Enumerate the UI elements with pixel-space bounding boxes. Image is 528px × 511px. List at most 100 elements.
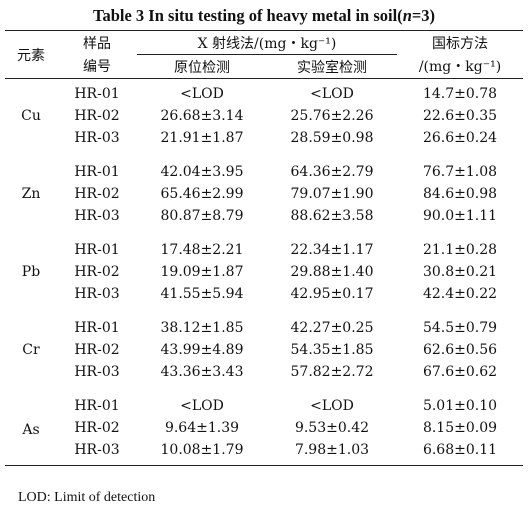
table-row: Cr HR-01 38.12±1.85 42.27±0.25 54.5±0.79 <box>5 317 523 358</box>
table-row: HR-03 41.55±5.94 42.95±0.17 42.4±0.22 <box>5 283 523 305</box>
lab-cell: 28.59±0.98 <box>290 130 374 146</box>
table-row: HR-02 65.46±2.99 79.07±1.90 84.6±0.98 <box>5 183 523 205</box>
sample-id-cell: HR-01 <box>74 242 120 258</box>
insitu-cell: 43.99±4.89 <box>160 342 244 358</box>
element-cell: Cr <box>22 342 40 358</box>
header-standard-line2: /(mg・kg⁻¹) <box>418 59 502 76</box>
spacer-row <box>5 383 523 395</box>
sample-id-cell: HR-01 <box>74 164 120 180</box>
sample-id-cell: HR-02 <box>74 342 120 358</box>
lab-cell: 9.53±0.42 <box>294 420 370 436</box>
standard-cell: 30.8±0.21 <box>422 264 498 280</box>
standard-cell: 5.01±0.10 <box>422 398 498 414</box>
lab-cell: 64.36±2.79 <box>290 164 374 180</box>
table-row: Cu HR-01 <LOD <LOD 14.7±0.78 <box>5 83 523 124</box>
standard-cell: 90.0±1.11 <box>422 208 498 224</box>
table-row: HR-02 19.09±1.87 29.88±1.40 30.8±0.21 <box>5 261 523 283</box>
header-lab: 实验室检测 <box>297 59 367 76</box>
spacer-row <box>5 305 523 317</box>
insitu-cell: 10.08±1.79 <box>160 442 244 458</box>
standard-cell: 54.5±0.79 <box>422 320 498 336</box>
insitu-cell: 65.46±2.99 <box>160 186 244 202</box>
standard-cell: 21.1±0.28 <box>422 242 498 258</box>
insitu-cell: 38.12±1.85 <box>160 320 244 336</box>
sample-id-cell: HR-02 <box>74 108 120 124</box>
insitu-cell: 19.09±1.87 <box>160 264 244 280</box>
spacer-row <box>5 149 523 161</box>
sample-id-cell: HR-01 <box>74 320 120 336</box>
lab-cell: 25.76±2.26 <box>290 108 374 124</box>
sample-id-cell: HR-01 <box>74 86 120 102</box>
sample-id-cell: HR-03 <box>74 286 120 302</box>
element-cell: Cu <box>21 108 41 124</box>
header-insitu: 原位检测 <box>174 59 230 76</box>
lab-cell: 79.07±1.90 <box>290 186 374 202</box>
standard-cell: 26.6±0.24 <box>422 130 498 146</box>
insitu-cell: <LOD <box>180 86 224 102</box>
sample-id-cell: HR-03 <box>74 364 120 380</box>
insitu-cell: 43.36±3.43 <box>160 364 244 380</box>
lab-cell: <LOD <box>310 398 354 414</box>
element-cell: Pb <box>21 264 41 280</box>
insitu-cell: 42.04±3.95 <box>160 164 244 180</box>
insitu-cell: 26.68±3.14 <box>160 108 244 124</box>
standard-cell: 67.6±0.62 <box>422 364 498 380</box>
standard-cell: 22.6±0.35 <box>422 108 498 124</box>
standard-cell: 76.7±1.08 <box>422 164 498 180</box>
insitu-cell: <LOD <box>180 398 224 414</box>
table-row: Pb HR-01 17.48±2.21 22.34±1.17 21.1±0.28 <box>5 239 523 280</box>
header-standard-line1: 国标方法 <box>432 35 488 52</box>
table-row: HR-02 43.99±4.89 54.35±1.85 62.6±0.56 <box>5 339 523 361</box>
standard-cell: 62.6±0.56 <box>422 342 498 358</box>
element-cell: As <box>22 422 40 438</box>
lab-cell: 54.35±1.85 <box>290 342 374 358</box>
footnote: LOD: Limit of detection <box>18 490 156 505</box>
table-row: HR-02 26.68±3.14 25.76±2.26 22.6±0.35 <box>5 105 523 127</box>
table-row: HR-03 10.08±1.79 7.98±1.03 6.68±0.11 <box>5 439 523 466</box>
lab-cell: 7.98±1.03 <box>294 442 370 458</box>
heavy-metal-table: 元素 样品 X 射线法/(mg・kg⁻¹) 国标方法 编号 原位检测 实验室检测… <box>5 30 523 466</box>
sample-id-cell: HR-03 <box>74 208 120 224</box>
standard-cell: 84.6±0.98 <box>422 186 498 202</box>
table-header: 元素 样品 X 射线法/(mg・kg⁻¹) 国标方法 编号 原位检测 实验室检测… <box>5 30 523 79</box>
table-row: As HR-01 <LOD <LOD 5.01±0.10 <box>5 395 523 438</box>
insitu-cell: 9.64±1.39 <box>164 420 240 436</box>
header-sample-line1: 样品 <box>83 35 111 52</box>
element-cell: Zn <box>21 186 41 202</box>
table-row: HR-03 21.91±1.87 28.59±0.98 26.6±0.24 <box>5 127 523 149</box>
standard-cell: 6.68±0.11 <box>422 442 498 458</box>
standard-cell: 42.4±0.22 <box>422 286 498 302</box>
title-prefix: Table 3 In situ testing of heavy metal i… <box>92 6 403 25</box>
table-body: Cu HR-01 <LOD <LOD 14.7±0.78 HR-02 26.68±3.14 2… <box>5 78 523 466</box>
header-element: 元素 <box>17 47 45 64</box>
standard-cell: 14.7±0.78 <box>422 86 498 102</box>
header-xrf: X 射线法/(mg・kg⁻¹) <box>137 30 397 55</box>
sample-id-cell: HR-01 <box>74 398 120 414</box>
insitu-cell: 41.55±5.94 <box>160 286 244 302</box>
sample-id-cell: HR-03 <box>74 442 120 458</box>
spacer-row <box>5 227 523 239</box>
spacer-row <box>5 78 523 84</box>
insitu-cell: 21.91±1.87 <box>160 130 244 146</box>
lab-cell: 29.88±1.40 <box>290 264 374 280</box>
title-n-variable: n <box>402 6 412 25</box>
sample-id-cell: HR-02 <box>74 186 120 202</box>
sample-id-cell: HR-02 <box>74 264 120 280</box>
table-title: Table 3 In situ testing of heavy metal i… <box>0 6 528 26</box>
lab-cell: <LOD <box>310 86 354 102</box>
insitu-cell: 17.48±2.21 <box>160 242 244 258</box>
table-row: HR-02 9.64±1.39 9.53±0.42 8.15±0.09 <box>5 417 523 439</box>
lab-cell: 22.34±1.17 <box>290 242 374 258</box>
table-row: Zn HR-01 42.04±3.95 64.36±2.79 76.7±1.08 <box>5 161 523 202</box>
lab-cell: 42.27±0.25 <box>290 320 374 336</box>
sample-id-cell: HR-02 <box>74 420 120 436</box>
table-row: HR-03 43.36±3.43 57.82±2.72 67.6±0.62 <box>5 361 523 383</box>
table-row: HR-03 80.87±8.79 88.62±3.58 90.0±1.11 <box>5 205 523 227</box>
standard-cell: 8.15±0.09 <box>422 420 498 436</box>
sample-id-cell: HR-03 <box>74 130 120 146</box>
lab-cell: 57.82±2.72 <box>290 364 374 380</box>
lab-cell: 88.62±3.58 <box>290 208 374 224</box>
insitu-cell: 80.87±8.79 <box>160 208 244 224</box>
title-suffix: =3) <box>411 6 436 25</box>
lab-cell: 42.95±0.17 <box>290 286 374 302</box>
